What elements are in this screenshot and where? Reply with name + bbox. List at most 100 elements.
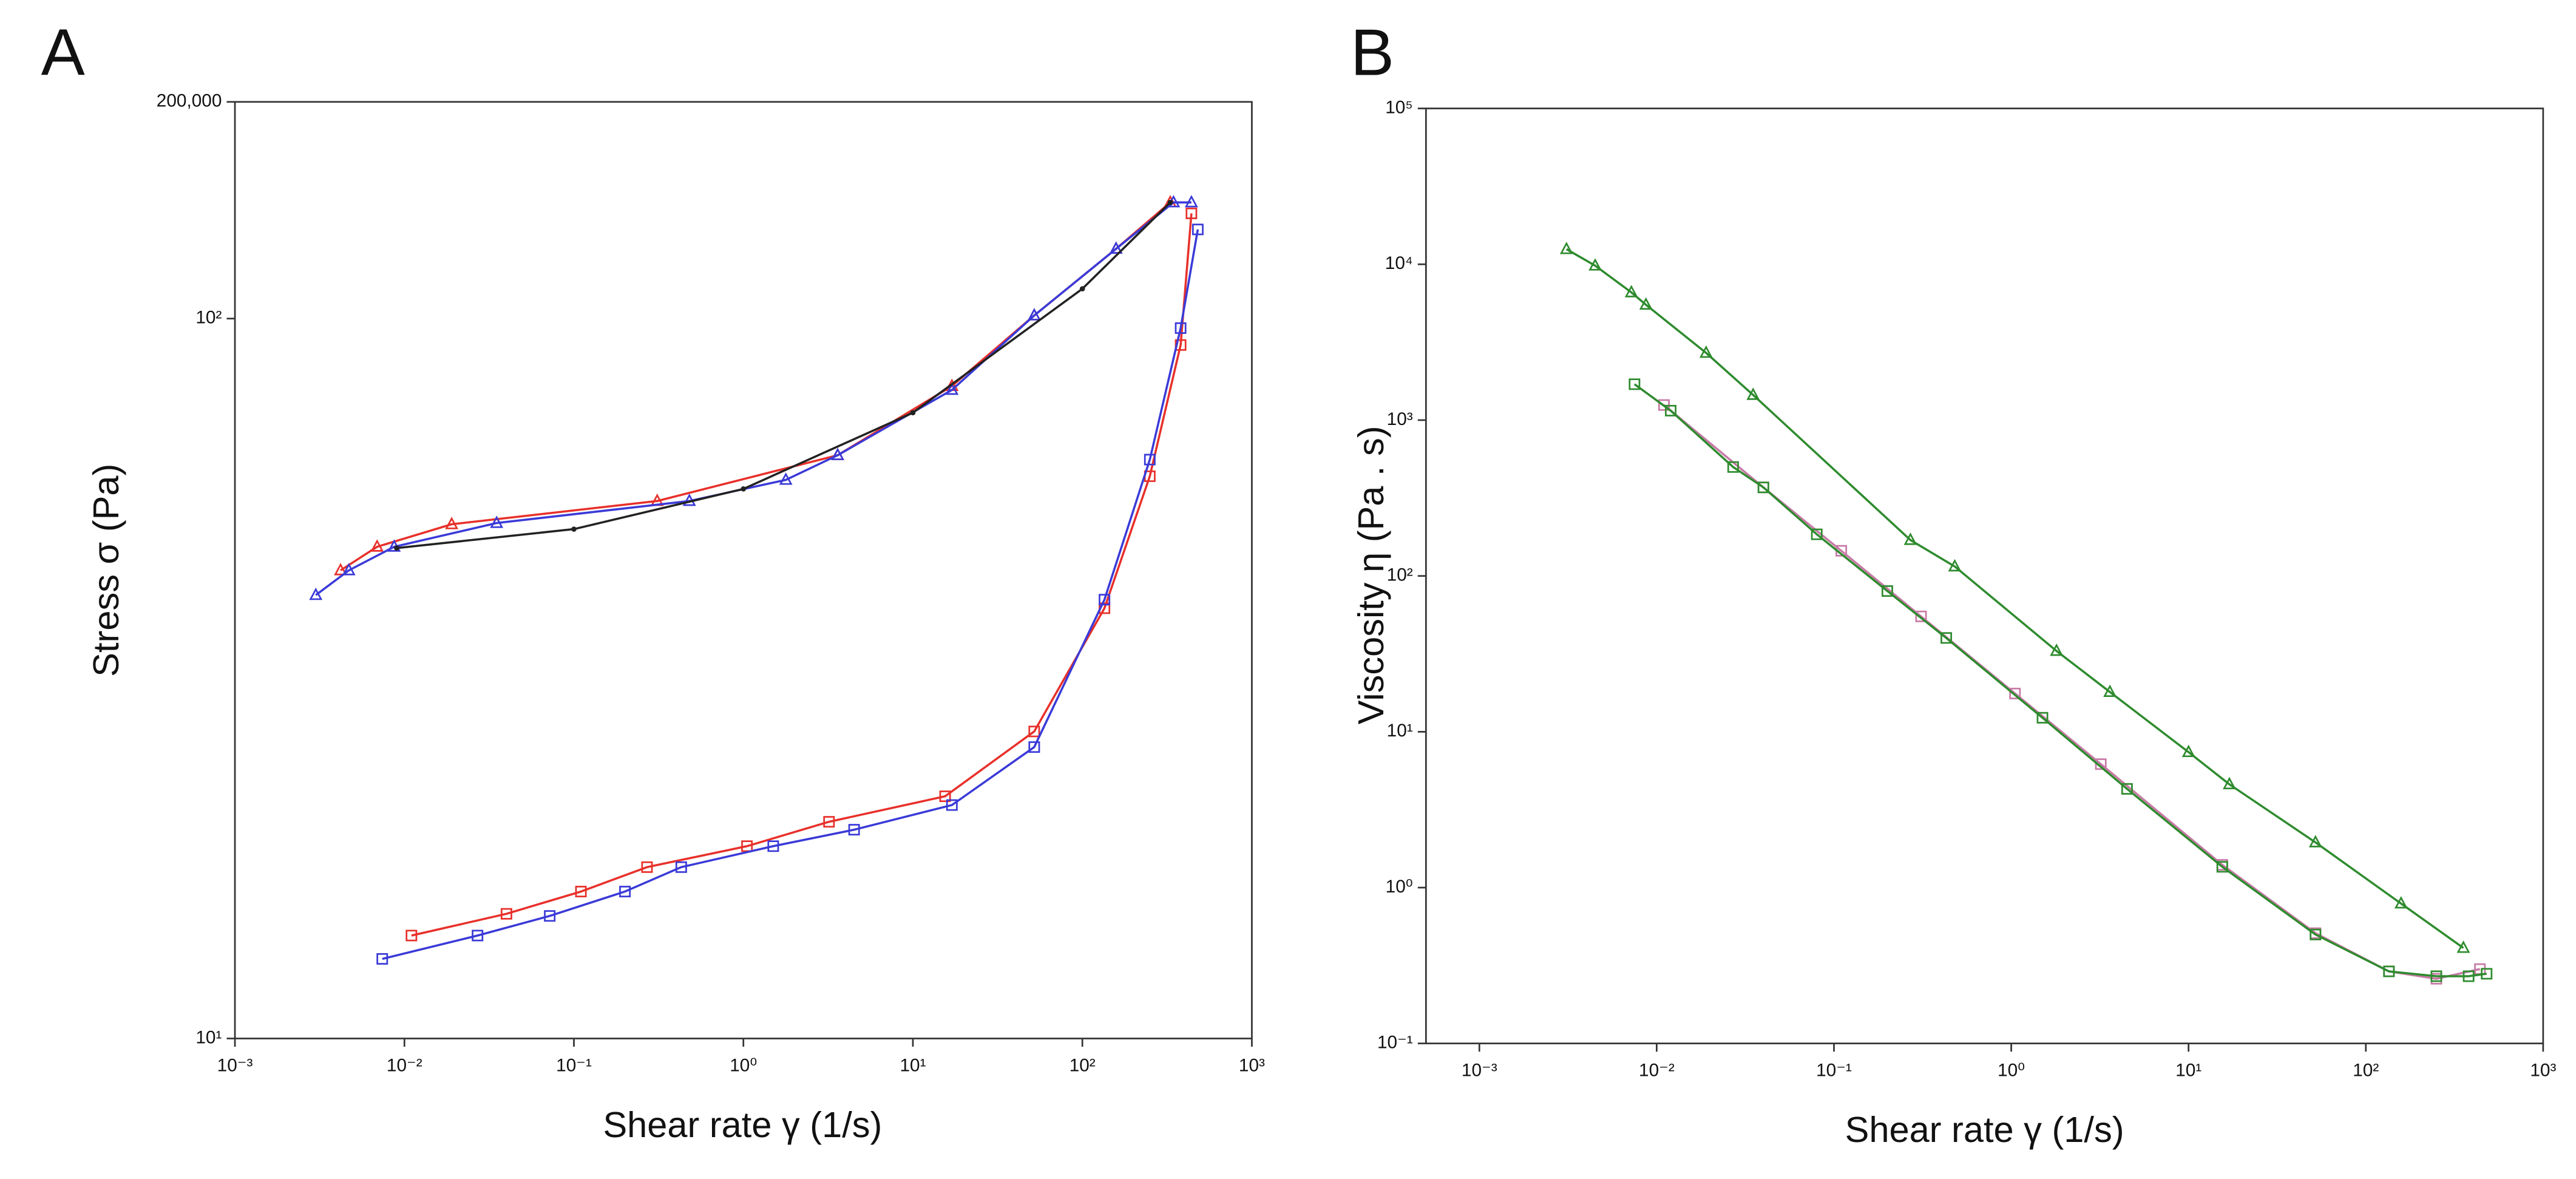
dot-marker bbox=[910, 410, 916, 416]
triangle-marker bbox=[1624, 285, 1638, 297]
square-marker bbox=[1144, 454, 1156, 466]
dot-marker bbox=[741, 486, 747, 492]
series-line bbox=[1633, 383, 2487, 977]
triangle-marker bbox=[1109, 241, 1123, 254]
square-marker bbox=[2095, 758, 2107, 770]
y-tick-label: 10³ bbox=[1387, 409, 1413, 429]
triangle-marker bbox=[334, 563, 348, 576]
square-marker bbox=[2430, 970, 2442, 982]
y-tick-label: 200,000 bbox=[157, 91, 222, 111]
x-tick-label: 10³ bbox=[1239, 1055, 1265, 1075]
triangle-marker bbox=[831, 447, 845, 460]
series-line bbox=[315, 201, 1191, 596]
triangle-marker bbox=[2223, 776, 2236, 790]
triangle-marker bbox=[490, 515, 504, 528]
square-marker bbox=[1629, 378, 1641, 390]
square-marker bbox=[1174, 322, 1187, 334]
triangle-marker bbox=[1559, 242, 1573, 254]
series-line bbox=[382, 229, 1199, 960]
square-marker bbox=[575, 886, 587, 898]
triangle-marker bbox=[1588, 258, 1602, 271]
y-axis-label: Viscosity η (Pa . s) bbox=[1351, 426, 1391, 724]
square-marker bbox=[1915, 610, 1927, 622]
triangle-marker bbox=[445, 517, 459, 529]
square-marker bbox=[946, 799, 958, 811]
x-tick-label: 10⁻³ bbox=[217, 1055, 253, 1075]
y-tick-label: 10² bbox=[1387, 565, 1413, 585]
square-marker bbox=[2383, 965, 2395, 977]
series-line bbox=[396, 202, 1171, 549]
square-marker bbox=[1185, 208, 1198, 219]
panel-label: A bbox=[41, 15, 85, 89]
y-tick-label: 10¹ bbox=[1387, 721, 1413, 741]
square-marker bbox=[767, 840, 779, 852]
x-tick-label: 10¹ bbox=[900, 1055, 926, 1075]
triangle-marker bbox=[2103, 684, 2117, 697]
square-marker bbox=[1191, 223, 1204, 236]
square-marker bbox=[2009, 687, 2021, 699]
x-tick-label: 10⁻¹ bbox=[556, 1055, 592, 1075]
square-marker bbox=[823, 816, 835, 828]
y-tick-label: 10⁰ bbox=[1386, 877, 1413, 897]
x-axis-label: Shear rate γ (1/s) bbox=[1845, 1109, 2124, 1150]
triangle-marker bbox=[1948, 559, 1962, 572]
square-marker bbox=[1727, 461, 1739, 473]
square-marker bbox=[1940, 632, 1952, 644]
square-marker bbox=[2462, 970, 2475, 982]
square-marker bbox=[2481, 968, 2493, 980]
y-tick-label: 10⁴ bbox=[1385, 253, 1413, 273]
square-marker bbox=[2036, 712, 2049, 724]
triangle-marker bbox=[779, 472, 793, 485]
x-tick-label: 10⁰ bbox=[1998, 1061, 2025, 1081]
square-marker bbox=[1811, 528, 1823, 540]
y-axis-label: Stress σ (Pa) bbox=[86, 464, 126, 677]
y-tick-label: 10² bbox=[195, 308, 222, 328]
dot-marker bbox=[571, 526, 577, 532]
x-tick-label: 10² bbox=[1069, 1055, 1096, 1075]
panel-label: B bbox=[1351, 15, 1394, 89]
square-marker bbox=[2121, 783, 2133, 795]
triangle-marker bbox=[945, 382, 959, 395]
x-tick-label: 10² bbox=[2353, 1061, 2379, 1081]
triangle-marker bbox=[2394, 895, 2408, 909]
triangle-marker bbox=[2456, 940, 2470, 953]
square-marker bbox=[376, 953, 388, 965]
square-marker bbox=[1099, 594, 1111, 606]
square-marker bbox=[1028, 741, 1040, 753]
triangle-marker bbox=[370, 539, 384, 552]
triangle-marker bbox=[342, 563, 356, 576]
triangle-marker bbox=[2181, 744, 2195, 758]
triangle-marker bbox=[309, 587, 323, 600]
square-marker bbox=[2310, 928, 2322, 940]
triangle-marker bbox=[2308, 835, 2322, 848]
x-tick-label: 10⁻³ bbox=[1462, 1061, 1497, 1081]
square-marker bbox=[641, 861, 653, 873]
x-tick-label: 10⁰ bbox=[730, 1055, 757, 1075]
triangle-marker bbox=[1746, 387, 1760, 400]
triangle-marker bbox=[2050, 643, 2064, 656]
square-marker bbox=[2216, 861, 2228, 873]
x-axis-label: Shear rate γ (1/s) bbox=[603, 1104, 882, 1145]
square-marker bbox=[1028, 725, 1040, 738]
x-tick-label: 10⁻¹ bbox=[1816, 1061, 1852, 1081]
x-tick-label: 10¹ bbox=[2175, 1061, 2201, 1081]
triangle-marker bbox=[1184, 195, 1198, 208]
x-tick-label: 10³ bbox=[2530, 1061, 2556, 1081]
square-marker bbox=[939, 790, 951, 803]
square-marker bbox=[1881, 585, 1893, 597]
triangle-marker bbox=[1699, 345, 1713, 358]
dot-marker bbox=[1167, 200, 1173, 205]
y-tick-label: 10¹ bbox=[195, 1027, 222, 1047]
dot-marker bbox=[1079, 286, 1085, 292]
square-marker bbox=[1665, 404, 1676, 416]
y-tick-label: 10⁵ bbox=[1385, 97, 1412, 117]
square-marker bbox=[1757, 481, 1769, 494]
plot-frame bbox=[1425, 107, 2544, 1045]
square-marker bbox=[544, 910, 556, 922]
square-marker bbox=[405, 929, 418, 942]
square-marker bbox=[500, 908, 512, 920]
y-tick-label: 10⁻¹ bbox=[1377, 1033, 1413, 1053]
